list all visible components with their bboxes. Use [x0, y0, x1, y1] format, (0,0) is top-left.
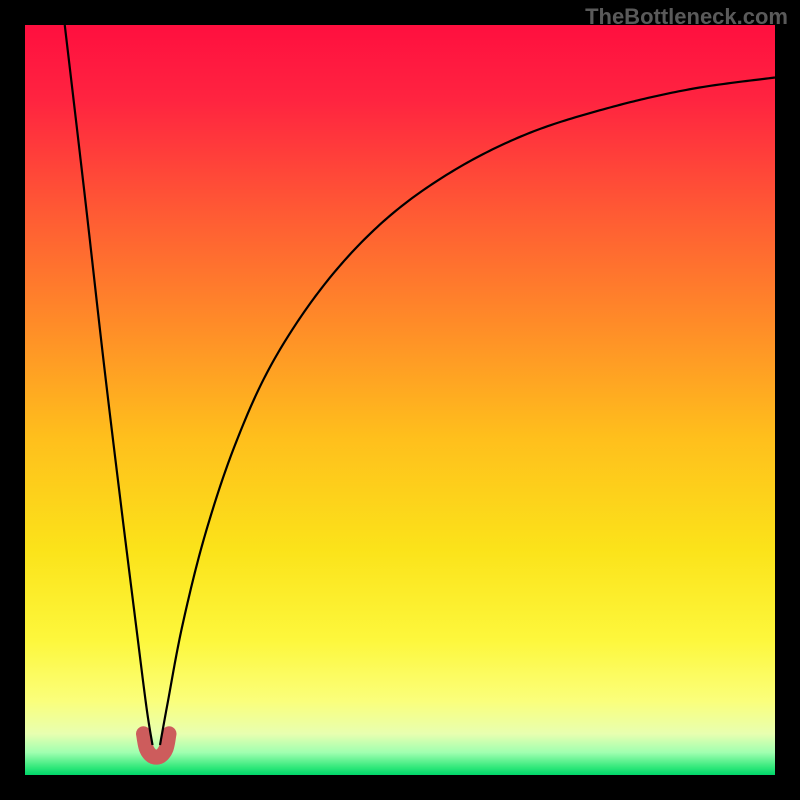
watermark-text: TheBottleneck.com — [585, 4, 788, 30]
gradient-background — [25, 25, 775, 775]
chart-frame: TheBottleneck.com — [0, 0, 800, 800]
bottleneck-chart — [0, 0, 800, 800]
